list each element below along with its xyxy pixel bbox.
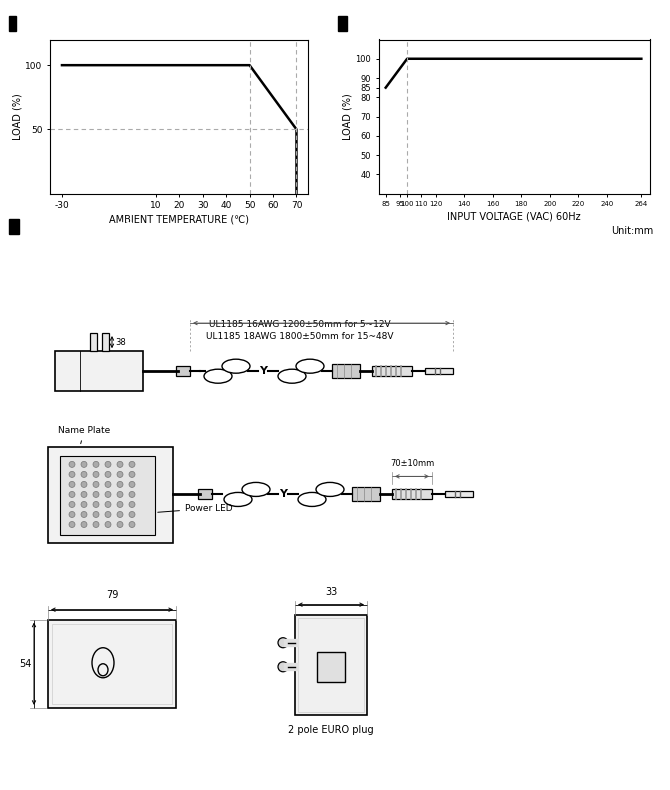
Circle shape <box>129 511 135 517</box>
Circle shape <box>117 502 123 507</box>
Circle shape <box>105 491 111 498</box>
Circle shape <box>105 481 111 487</box>
Circle shape <box>69 521 75 528</box>
Circle shape <box>105 521 111 528</box>
Circle shape <box>117 481 123 487</box>
Circle shape <box>117 521 123 528</box>
Circle shape <box>81 511 87 517</box>
Ellipse shape <box>316 483 344 496</box>
Circle shape <box>93 472 99 477</box>
Circle shape <box>129 502 135 507</box>
Circle shape <box>69 461 75 468</box>
Circle shape <box>105 511 111 517</box>
Bar <box>338 16 348 32</box>
Circle shape <box>105 472 111 477</box>
Bar <box>295 615 367 715</box>
Text: Y: Y <box>259 367 267 376</box>
Bar <box>425 368 453 374</box>
Circle shape <box>105 502 111 507</box>
Ellipse shape <box>242 483 270 496</box>
Bar <box>372 367 412 376</box>
X-axis label: INPUT VOLTAGE (VAC) 60Hz: INPUT VOLTAGE (VAC) 60Hz <box>448 212 581 221</box>
Bar <box>392 490 432 499</box>
Text: Static Characteristics: Static Characteristics <box>351 19 478 28</box>
Text: UL1185 18AWG 1800±50mm for 15~48V: UL1185 18AWG 1800±50mm for 15~48V <box>206 332 394 341</box>
Bar <box>90 333 97 352</box>
Text: Name Plate: Name Plate <box>58 427 111 444</box>
Bar <box>352 487 380 502</box>
Circle shape <box>129 481 135 487</box>
Circle shape <box>105 461 111 468</box>
Circle shape <box>81 502 87 507</box>
Text: 70±10mm: 70±10mm <box>390 459 434 468</box>
Text: 33: 33 <box>325 587 337 596</box>
Circle shape <box>129 521 135 528</box>
Y-axis label: LOAD (%): LOAD (%) <box>342 93 352 140</box>
Circle shape <box>278 662 288 672</box>
Circle shape <box>129 491 135 498</box>
Ellipse shape <box>278 369 306 383</box>
Bar <box>445 491 473 498</box>
Text: 54: 54 <box>19 659 32 669</box>
X-axis label: AMBIENT TEMPERATURE (℃): AMBIENT TEMPERATURE (℃) <box>109 214 249 224</box>
Circle shape <box>69 511 75 517</box>
Text: 2 pole EURO plug: 2 pole EURO plug <box>288 725 374 735</box>
Circle shape <box>278 638 288 648</box>
Y-axis label: LOAD (%): LOAD (%) <box>13 93 23 140</box>
Circle shape <box>93 461 99 468</box>
Circle shape <box>93 491 99 498</box>
Circle shape <box>81 461 87 468</box>
Ellipse shape <box>224 492 252 506</box>
Bar <box>48 619 176 708</box>
Text: Power LED: Power LED <box>157 504 232 513</box>
Bar <box>298 618 364 712</box>
Circle shape <box>129 472 135 477</box>
Circle shape <box>129 461 135 468</box>
Text: 38: 38 <box>115 337 126 347</box>
Ellipse shape <box>222 359 250 373</box>
Circle shape <box>81 491 87 498</box>
Circle shape <box>69 491 75 498</box>
Bar <box>55 352 143 391</box>
Circle shape <box>81 521 87 528</box>
Bar <box>48 447 173 543</box>
Circle shape <box>93 521 99 528</box>
Bar <box>317 652 345 682</box>
Bar <box>332 364 360 378</box>
Circle shape <box>93 511 99 517</box>
Circle shape <box>81 481 87 487</box>
Circle shape <box>117 491 123 498</box>
Bar <box>198 490 212 499</box>
Circle shape <box>69 481 75 487</box>
Bar <box>9 16 16 32</box>
Circle shape <box>117 461 123 468</box>
Circle shape <box>117 472 123 477</box>
Ellipse shape <box>296 359 324 373</box>
Bar <box>176 367 190 376</box>
Circle shape <box>117 511 123 517</box>
Bar <box>9 219 19 235</box>
Circle shape <box>93 502 99 507</box>
Circle shape <box>93 481 99 487</box>
Bar <box>60 457 155 535</box>
Text: Derating Curve: Derating Curve <box>19 19 108 28</box>
Text: Y: Y <box>279 490 287 499</box>
Circle shape <box>69 502 75 507</box>
Ellipse shape <box>298 492 326 506</box>
Text: UL1185 16AWG 1200±50mm for 5~12V: UL1185 16AWG 1200±50mm for 5~12V <box>209 320 391 329</box>
Bar <box>52 623 172 704</box>
Ellipse shape <box>204 369 232 383</box>
Bar <box>102 333 109 352</box>
Text: Mechanical Specification: Mechanical Specification <box>23 222 170 231</box>
Text: Unit:mm: Unit:mm <box>611 227 653 236</box>
Circle shape <box>69 472 75 477</box>
Circle shape <box>81 472 87 477</box>
Text: 79: 79 <box>106 589 118 600</box>
